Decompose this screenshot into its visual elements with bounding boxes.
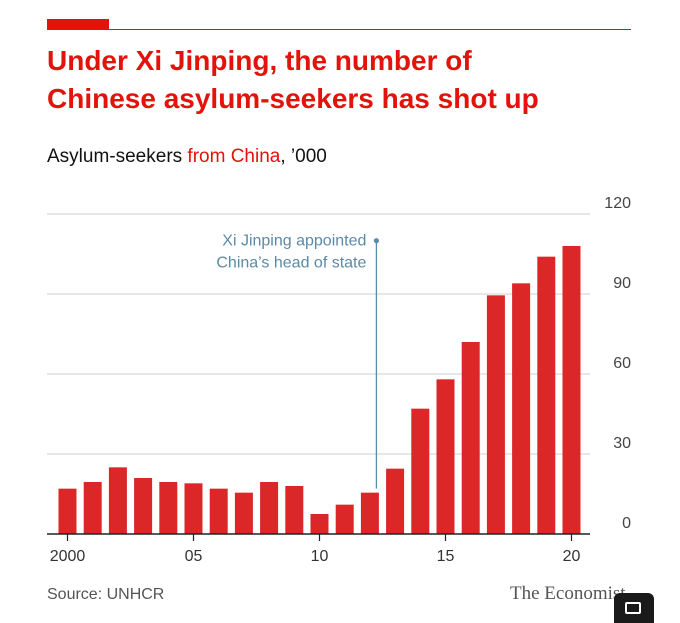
- bar: [537, 256, 556, 534]
- bar: [58, 488, 77, 534]
- bar: [134, 478, 153, 534]
- bar: [234, 492, 253, 534]
- bar: [83, 482, 102, 534]
- annotation-label-line-2: China’s head of state: [216, 255, 366, 272]
- y-tick-label: 120: [604, 195, 631, 212]
- bar: [209, 488, 228, 534]
- bar: [386, 468, 405, 534]
- x-tick-label: 20: [563, 548, 581, 565]
- chart-title: Under Xi Jinping, the number of Chinese …: [47, 42, 647, 118]
- image-frame-icon: [625, 602, 641, 614]
- chart-subtitle: Asylum-seekers from China, ’000: [47, 146, 327, 168]
- image-icon[interactable]: [614, 593, 654, 623]
- x-tick-label: 05: [185, 548, 203, 565]
- bar: [512, 283, 531, 534]
- x-tick-label: 10: [311, 548, 329, 565]
- bar: [310, 514, 329, 534]
- bar: [335, 504, 354, 534]
- title-line-2: Chinese asylum-seekers has shot up: [47, 83, 539, 114]
- brand-logo: The Economist: [510, 583, 626, 604]
- x-tick-label: 15: [437, 548, 455, 565]
- subtitle-suffix: , ’000: [280, 146, 327, 167]
- x-tick-label: 2000: [50, 548, 86, 565]
- accent-bar: [47, 19, 109, 30]
- bar: [285, 486, 304, 534]
- bar: [260, 482, 279, 534]
- title-line-1: Under Xi Jinping, the number of: [47, 45, 472, 76]
- annotation-label-line-1: Xi Jinping appointed: [222, 233, 366, 250]
- bar: [360, 492, 379, 534]
- subtitle-highlight: from China: [187, 146, 281, 167]
- bar: [562, 246, 581, 534]
- bar: [184, 483, 203, 534]
- bar: [108, 467, 127, 534]
- source-note: Source: UNHCR: [47, 586, 165, 603]
- y-tick-label: 60: [613, 355, 631, 372]
- y-tick-label: 0: [622, 515, 631, 532]
- annotation-marker: [373, 238, 379, 244]
- top-rule: [47, 29, 631, 30]
- bar: [486, 295, 505, 534]
- y-tick-label: 30: [613, 435, 631, 452]
- bar: [159, 482, 178, 534]
- bar: [436, 379, 455, 534]
- bar: [411, 408, 430, 534]
- y-tick-label: 90: [613, 275, 631, 292]
- subtitle-prefix: Asylum-seekers: [47, 146, 188, 167]
- bar: [461, 342, 480, 534]
